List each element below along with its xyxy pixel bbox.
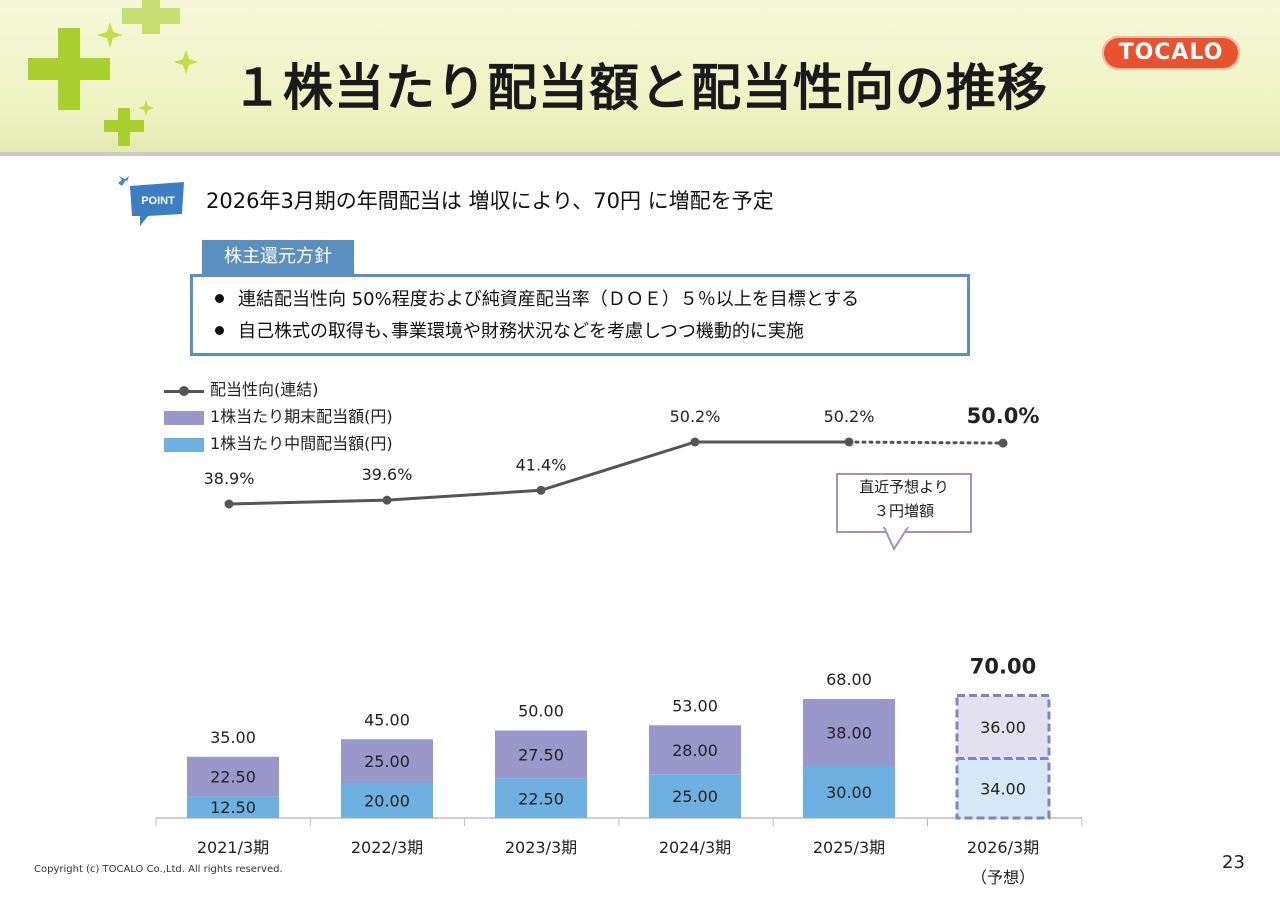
increase-callout: 直近予想より ３円増額 xyxy=(836,473,972,533)
policy-title: 株主還元方針 xyxy=(202,240,354,274)
payout-ratio-point xyxy=(224,499,234,509)
bar-final-label: 27.50 xyxy=(518,746,564,765)
bar-final-label: 25.00 xyxy=(364,752,410,771)
x-tick-label: 2022/3期 xyxy=(351,838,423,857)
point-label: POINT xyxy=(141,195,175,207)
policy-item-text: 連結配当性向 50%程度および純資産配当率（ＤＯＥ）５％以上を目標とする xyxy=(238,289,860,310)
legend-label: 配当性向(連結) xyxy=(210,380,319,399)
payout-ratio-label: 38.9% xyxy=(204,469,255,488)
bar-total-label: 70.00 xyxy=(970,655,1036,679)
legend-interim-dividend: 1株当たり中間配当額(円) xyxy=(164,430,393,453)
payout-ratio-point xyxy=(844,437,854,447)
bullet-icon xyxy=(215,293,224,303)
bar-interim-label: 20.00 xyxy=(364,792,410,811)
page-number: 23 xyxy=(1222,852,1245,873)
bar-final xyxy=(649,725,741,775)
bar-interim xyxy=(955,757,1051,820)
bar-interim-label: 30.00 xyxy=(826,783,872,802)
bar-total-label: 53.00 xyxy=(672,696,718,715)
x-tick-label: 2021/3期 xyxy=(197,838,269,857)
callout-line: 直近予想より xyxy=(859,478,949,496)
legend-swatch xyxy=(164,437,204,452)
payout-ratio-point xyxy=(690,437,700,447)
bar-total-label: 50.00 xyxy=(518,702,564,721)
x-tick-label: 2023/3期 xyxy=(505,838,577,857)
policy-box: 連結配当性向 50%程度および純資産配当率（ＤＯＥ）５％以上を目標とする 自己株… xyxy=(190,274,970,356)
payout-ratio-forecast-line xyxy=(847,440,1005,445)
bar-interim-label: 12.50 xyxy=(210,798,256,817)
bar-total-label: 68.00 xyxy=(826,670,872,689)
header-divider xyxy=(0,152,1280,156)
tocalo-logo: TOCALO xyxy=(1102,36,1240,70)
bar-interim-label: 22.50 xyxy=(518,789,564,808)
bar-interim xyxy=(341,783,433,818)
legend-payout-ratio: 配当性向(連結) xyxy=(164,376,319,399)
bar-final xyxy=(187,756,279,797)
policy-item-text: 自己株式の取得も､事業環境や財務状況などを考慮しつつ機動的に実施 xyxy=(238,321,804,342)
bar-final xyxy=(495,730,587,779)
payout-ratio-label: 39.6% xyxy=(362,465,413,484)
bar-final-label: 28.00 xyxy=(672,741,718,760)
payout-ratio-point xyxy=(998,438,1008,448)
payout-ratio-label: 50.2% xyxy=(670,407,721,426)
sparkle-icon xyxy=(118,176,129,186)
copyright: Copyright (c) TOCALO Co.,Ltd. All rights… xyxy=(34,864,283,875)
payout-ratio-point xyxy=(536,485,546,495)
policy-item: 自己株式の取得も､事業環境や財務状況などを考慮しつつ機動的に実施 xyxy=(215,317,804,343)
bar-interim-label: 34.00 xyxy=(980,779,1026,798)
payout-ratio-point xyxy=(382,495,392,505)
bar-interim xyxy=(649,774,741,818)
x-tick-label: 2025/3期 xyxy=(813,838,885,857)
bar-interim xyxy=(187,796,279,818)
page-title: １株当たり配当額と配当性向の推移 xyxy=(232,59,1048,117)
bar-interim xyxy=(495,778,587,818)
line-marker-icon xyxy=(164,384,204,398)
sparkle-decoration-icon xyxy=(28,0,198,146)
bar-final xyxy=(803,699,895,766)
policy-item: 連結配当性向 50%程度および純資産配当率（ＤＯＥ）５％以上を目標とする xyxy=(215,285,859,311)
x-tick-sublabel: （予想） xyxy=(971,868,1035,887)
callout-pointer xyxy=(883,527,909,552)
legend-label: 1株当たり中間配当額(円) xyxy=(210,434,393,453)
header-band xyxy=(0,0,1280,156)
bar-final-label: 36.00 xyxy=(980,718,1026,737)
payout-ratio-label: 50.2% xyxy=(824,407,875,426)
legend-label: 1株当たり期末配当額(円) xyxy=(210,407,393,426)
bar-total-label: 35.00 xyxy=(210,728,256,747)
legend-final-dividend: 1株当たり期末配当額(円) xyxy=(164,403,393,426)
payout-ratio-label: 41.4% xyxy=(516,455,567,474)
bar-final-label: 22.50 xyxy=(210,767,256,786)
x-tick-label: 2024/3期 xyxy=(659,838,731,857)
bar-final-label: 38.00 xyxy=(826,723,872,742)
bar-total-label: 45.00 xyxy=(364,710,410,729)
bullet-icon xyxy=(215,325,224,335)
bar-final xyxy=(955,694,1051,760)
legend-swatch xyxy=(164,410,204,425)
bar-final xyxy=(341,739,433,783)
bar-interim-label: 25.00 xyxy=(672,787,718,806)
callout-line: ３円増額 xyxy=(873,502,934,520)
point-badge: POINT xyxy=(118,176,184,226)
payout-ratio-label: 50.0% xyxy=(967,404,1040,428)
bar-interim xyxy=(803,765,895,818)
x-tick-label: 2026/3期 xyxy=(967,838,1039,857)
point-text: 2026年3月期の年間配当は 増収により、70円 に増配を予定 xyxy=(206,189,774,213)
